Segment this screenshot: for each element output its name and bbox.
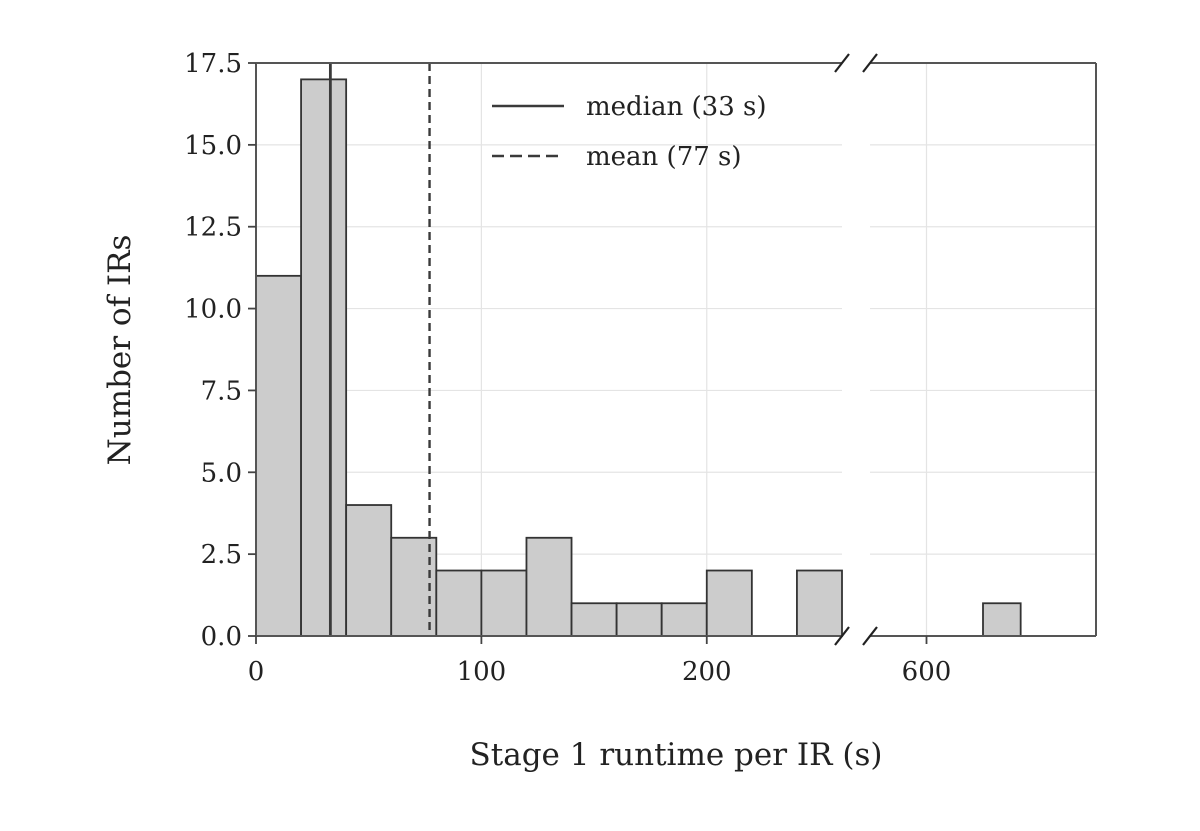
histogram-bar xyxy=(982,602,1022,637)
histogram-bar xyxy=(300,78,348,637)
x-tick-label: 100 xyxy=(457,657,507,687)
histogram-bar xyxy=(570,602,618,637)
legend-median-label: median (33 s) xyxy=(586,92,767,122)
y-tick-label: 10.0 xyxy=(184,295,242,325)
histogram-bar xyxy=(435,569,483,637)
histogram-bar xyxy=(660,602,708,637)
histogram-bar xyxy=(796,569,843,637)
axes-frame xyxy=(255,53,1097,646)
axis-break-mark xyxy=(862,626,878,646)
axis-break-mark xyxy=(862,53,878,73)
y-axis-label: Number of IRs xyxy=(102,235,138,466)
x-tick-label: 600 xyxy=(902,657,952,687)
histogram-bar xyxy=(480,569,528,637)
y-tick-label: 0.0 xyxy=(201,622,242,652)
reference-line-layer xyxy=(328,63,431,636)
y-tick-label: 2.5 xyxy=(201,540,242,570)
histogram-bar xyxy=(345,504,393,637)
histogram-bar xyxy=(615,602,663,637)
histogram-bar xyxy=(525,536,573,637)
y-tick-label: 12.5 xyxy=(184,213,242,243)
tick-layer: 0.0 2.5 5.0 7.5 10.0 12.5 15.0 17.5 0 100 200 600 xyxy=(184,49,951,687)
y-tick-label: 17.5 xyxy=(184,49,242,79)
x-axis-label: Stage 1 runtime per IR (s) xyxy=(470,737,883,773)
axis-break-mark xyxy=(834,626,850,646)
axis-break-mark xyxy=(834,53,850,73)
y-tick-label: 15.0 xyxy=(184,131,242,161)
histogram-bar xyxy=(705,569,753,637)
x-tick-label: 200 xyxy=(682,657,732,687)
bar-layer xyxy=(255,78,1022,637)
x-tick-label: 0 xyxy=(248,657,265,687)
y-tick-label: 7.5 xyxy=(201,376,242,406)
legend: median (33 s) mean (77 s) xyxy=(492,92,767,172)
y-tick-label: 5.0 xyxy=(201,458,242,488)
legend-mean-label: mean (77 s) xyxy=(586,142,742,172)
histogram-bar xyxy=(255,274,302,637)
